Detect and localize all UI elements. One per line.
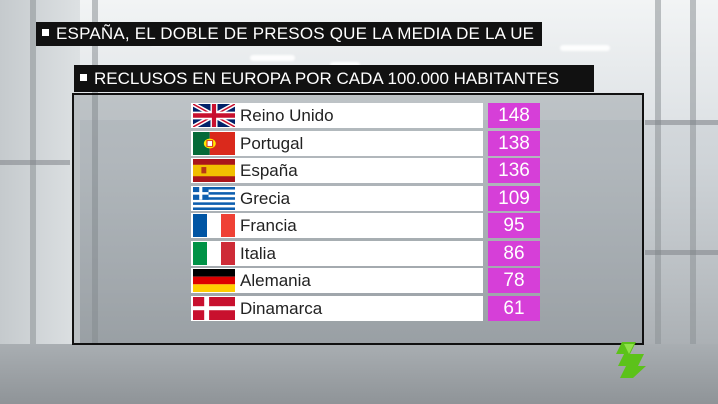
country-name: Francia: [240, 216, 297, 235]
country-name: Italia: [240, 243, 276, 263]
country-name: España: [240, 161, 298, 180]
country-label-box: España: [191, 158, 483, 183]
country-name: Alemania: [240, 271, 311, 290]
table-row: Alemania 78: [191, 268, 541, 293]
country-label-box: Portugal: [191, 130, 483, 156]
france-flag-icon: [193, 214, 235, 237]
headline-caption: ESPAÑA, EL DOBLE DE PRESOS QUE LA MEDIA …: [36, 22, 543, 46]
table-row: Dinamarca 61: [191, 295, 541, 321]
chart-title-caption: RECLUSOS EN EUROPA POR CADA 100.000 HABI…: [74, 65, 594, 92]
bullet-icon: [80, 74, 87, 82]
table-row: Grecia 109: [191, 185, 541, 211]
denmark-flag-icon: [193, 296, 235, 320]
portugal-flag-icon: [193, 131, 235, 155]
uk-flag-icon: [193, 104, 235, 127]
country-name: Reino Unido: [240, 106, 334, 125]
country-label-box: Alemania: [191, 268, 483, 293]
country-label-box: Francia: [191, 213, 483, 238]
country-label-box: Dinamarca: [191, 295, 483, 321]
table-row: Italia 86: [191, 240, 541, 266]
spain-flag-icon: [193, 159, 235, 182]
headline-text: ESPAÑA, EL DOBLE DE PRESOS QUE LA MEDIA …: [56, 24, 535, 43]
value-box: 86: [488, 240, 540, 266]
value-box: 138: [488, 130, 540, 156]
table-row: Portugal 138: [191, 130, 541, 156]
table-row: Francia 95: [191, 213, 541, 238]
value-box: 78: [488, 268, 540, 293]
lasexta-logo-icon: [616, 342, 646, 378]
value-box: 109: [488, 185, 540, 211]
value-box: 61: [488, 295, 540, 321]
italy-flag-icon: [193, 241, 235, 265]
country-name: Dinamarca: [240, 298, 323, 318]
value-box: 95: [488, 213, 540, 238]
germany-flag-icon: [193, 269, 235, 292]
country-label-box: Italia: [191, 240, 483, 266]
country-name: Portugal: [240, 133, 304, 153]
bullet-icon: [42, 29, 49, 37]
country-label-box: Reino Unido: [191, 103, 483, 128]
country-name: Grecia: [240, 188, 291, 208]
country-label-box: Grecia: [191, 185, 483, 211]
greece-flag-icon: [193, 186, 235, 210]
value-box: 136: [488, 158, 540, 183]
table-row: España 136: [191, 158, 541, 183]
value-box: 148: [488, 103, 540, 128]
chart-title-text: RECLUSOS EN EUROPA POR CADA 100.000 HABI…: [94, 69, 560, 88]
table-row: Reino Unido 148: [191, 103, 541, 128]
